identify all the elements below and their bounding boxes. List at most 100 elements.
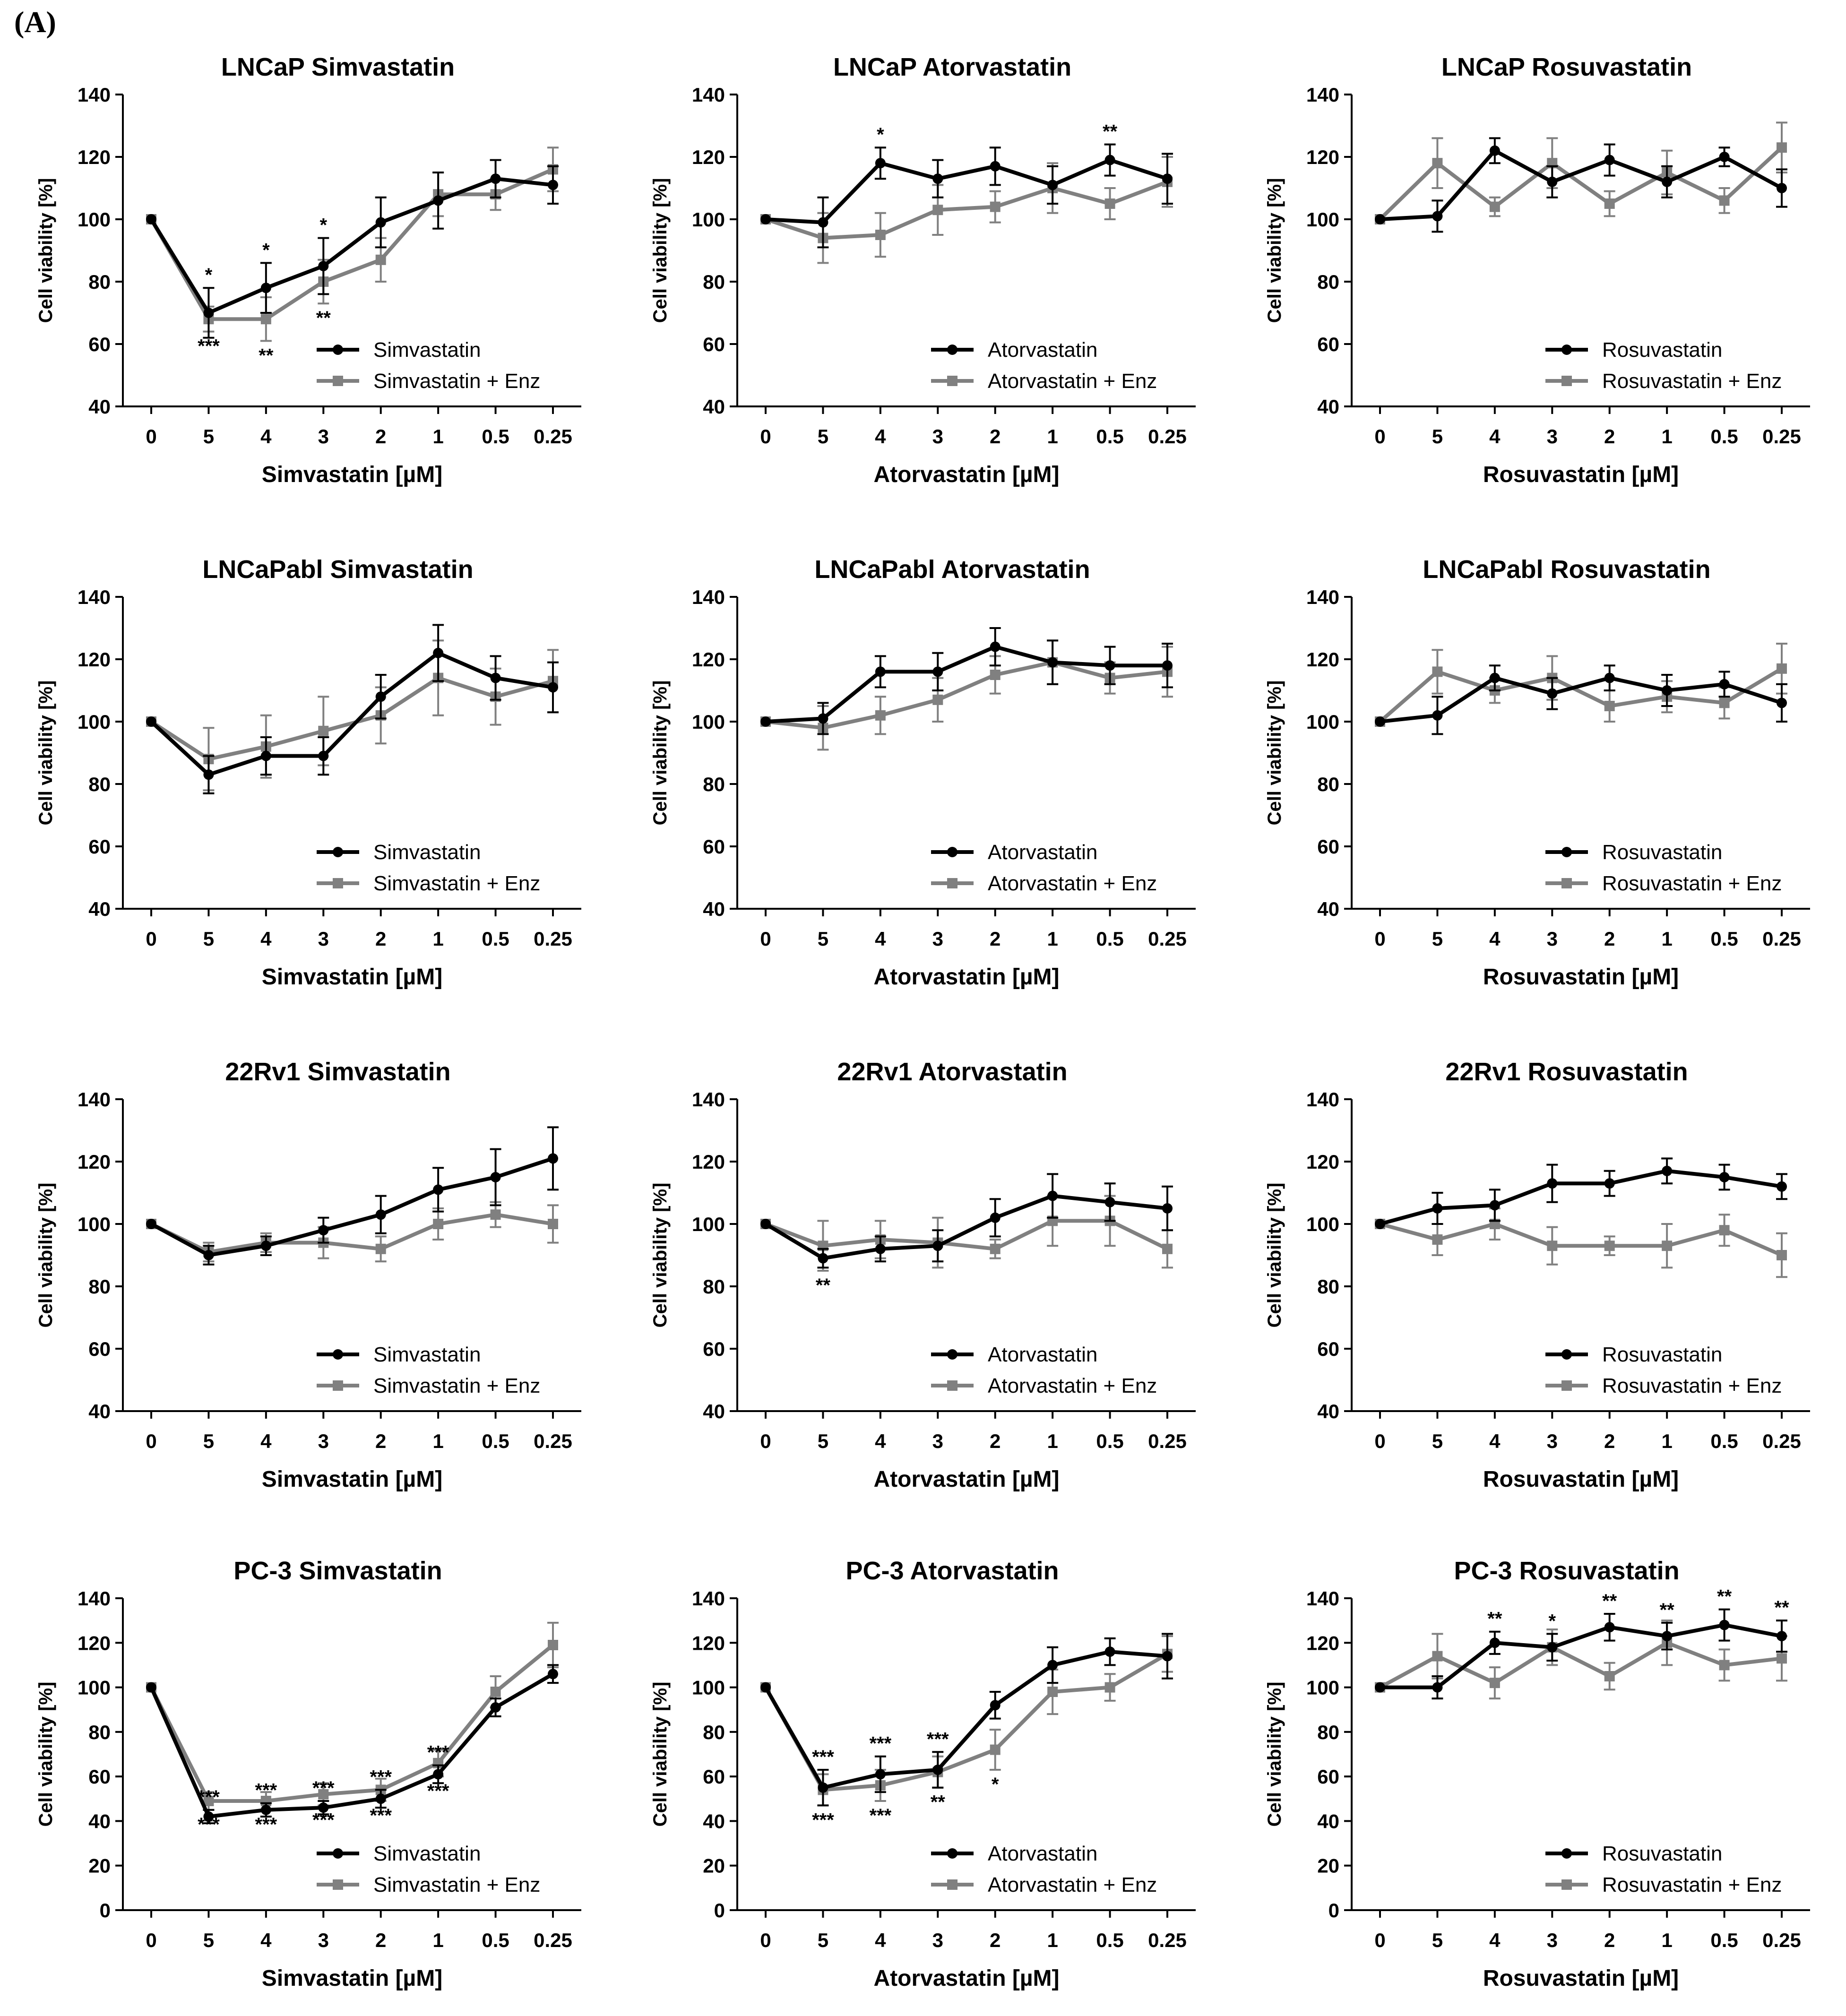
data-point	[1162, 173, 1173, 184]
x-tick-label: 5	[1432, 928, 1443, 950]
series-line	[1379, 1640, 1782, 1689]
data-point	[1777, 1181, 1787, 1192]
y-tick-label: 140	[78, 84, 111, 106]
data-point	[760, 214, 771, 224]
data-point	[1375, 716, 1385, 727]
x-tick-label: 0.25	[1148, 425, 1187, 448]
data-point	[990, 670, 1001, 680]
y-tick-label: 100	[692, 208, 725, 231]
x-tick-label: 0.5	[482, 425, 509, 448]
x-tick-label: 0.25	[1148, 1929, 1187, 1951]
data-point	[1662, 1165, 1673, 1176]
chart-3: LNCaPabl Simvastatin 40 60 80 100 120 140 0 5 4 3 2…	[35, 555, 581, 990]
series-line	[149, 177, 553, 316]
legend-marker	[333, 1349, 343, 1360]
chart-10: PC-3 Atorvastatin 0 20 40 60 80 100 120 140 0 5 4 3 2…	[650, 1557, 1196, 1991]
y-tick-label: 60	[88, 333, 111, 355]
x-tick-label: 0.25	[1762, 425, 1801, 448]
x-tick-label: 5	[1432, 1929, 1443, 1951]
y-tick-label: 100	[1306, 1213, 1339, 1235]
y-tick-label: 60	[88, 1766, 111, 1788]
data-point	[375, 1793, 386, 1804]
y-tick-label: 120	[1306, 1632, 1339, 1654]
series-line	[765, 180, 1168, 240]
data-point	[1375, 1219, 1385, 1229]
data-point	[1489, 145, 1500, 156]
data-point	[1719, 1172, 1730, 1182]
legend: Simvastatin Simvastatin + Enz	[317, 1842, 540, 1896]
data-point	[318, 750, 329, 761]
data-point	[433, 1184, 444, 1195]
y-tick-label: 60	[1317, 1338, 1339, 1360]
series-statin	[146, 624, 559, 794]
y-tick-label: 100	[78, 1213, 111, 1235]
data-point	[1489, 1678, 1500, 1689]
series-line	[150, 676, 554, 761]
chart-4: LNCaPabl Atorvastatin 40 60 80 100 120 140 0 5 4 3…	[650, 555, 1196, 990]
x-tick-label: 2	[1604, 1929, 1615, 1951]
x-tick-label: 0.5	[1096, 1430, 1123, 1452]
data-point	[1604, 198, 1615, 209]
significance-label: **	[259, 345, 274, 366]
data-point	[548, 1219, 558, 1229]
x-tick-label: 0.25	[1762, 1929, 1801, 1951]
data-point	[548, 682, 558, 693]
x-tick-label: 0	[760, 1430, 771, 1452]
data-point	[1432, 211, 1443, 222]
y-tick-label: 80	[703, 1721, 725, 1743]
legend-label: Atorvastatin + Enz	[988, 370, 1157, 393]
significance-label: **	[1103, 121, 1118, 142]
y-tick-label: 80	[703, 1275, 725, 1298]
data-point	[875, 230, 886, 240]
y-tick-label: 140	[692, 586, 725, 608]
data-point	[1719, 152, 1730, 162]
chart-title: PC-3 Rosuvastatin	[1454, 1557, 1679, 1585]
series-statin	[1375, 1157, 1787, 1229]
series-line	[764, 1650, 1168, 1790]
y-tick-label: 40	[703, 1810, 725, 1832]
x-tick-label: 2	[375, 928, 386, 950]
chart-9: PC-3 Simvastatin 0 20 40 60 80 100 120 140 0 5 4 3 2 1…	[35, 1557, 581, 1991]
x-tick-label: 0.5	[482, 928, 509, 950]
data-point	[318, 261, 329, 271]
x-tick-label: 2	[1604, 425, 1615, 448]
data-point	[1104, 1682, 1115, 1693]
data-point	[1777, 1653, 1787, 1664]
x-tick-label: 1	[1047, 1929, 1058, 1951]
data-point	[875, 158, 886, 169]
x-tick-label: 5	[818, 1929, 828, 1951]
data-point	[990, 201, 1001, 212]
data-point	[490, 1172, 501, 1182]
x-tick-label: 1	[432, 1430, 443, 1452]
series-statin-enz: **	[760, 1195, 1173, 1296]
series-statin-enz: *** *** *** *** ***	[146, 1621, 559, 1835]
data-point	[1777, 1631, 1787, 1642]
data-point	[1375, 214, 1385, 224]
y-tick-label: 40	[1317, 1810, 1339, 1832]
series-statin: ***	[760, 121, 1173, 249]
legend-label: Simvastatin	[373, 1842, 481, 1865]
y-tick-label: 120	[692, 1632, 725, 1654]
data-point	[490, 1702, 501, 1713]
significance-label: **	[316, 308, 331, 328]
y-tick-label: 20	[88, 1855, 111, 1877]
x-tick-label: 3	[1547, 1929, 1558, 1951]
x-tick-label: 2	[375, 1929, 386, 1951]
data-point	[875, 1769, 886, 1780]
legend-marker	[1561, 345, 1572, 355]
significance-label: *	[1548, 1611, 1556, 1631]
data-point	[990, 1700, 1001, 1711]
data-point	[146, 1682, 156, 1693]
data-point	[203, 1250, 214, 1260]
legend-label: Rosuvastatin	[1602, 1842, 1722, 1865]
data-point	[818, 1253, 828, 1264]
x-tick-label: 4	[260, 1929, 272, 1951]
x-tick-label: 4	[1489, 1929, 1501, 1951]
x-tick-label: 0	[146, 1929, 156, 1951]
significance-label: ***	[870, 1733, 892, 1754]
data-point	[375, 1209, 386, 1220]
x-tick-label: 5	[203, 1430, 214, 1452]
y-tick-label: 140	[692, 84, 725, 106]
y-tick-label: 100	[78, 711, 111, 733]
